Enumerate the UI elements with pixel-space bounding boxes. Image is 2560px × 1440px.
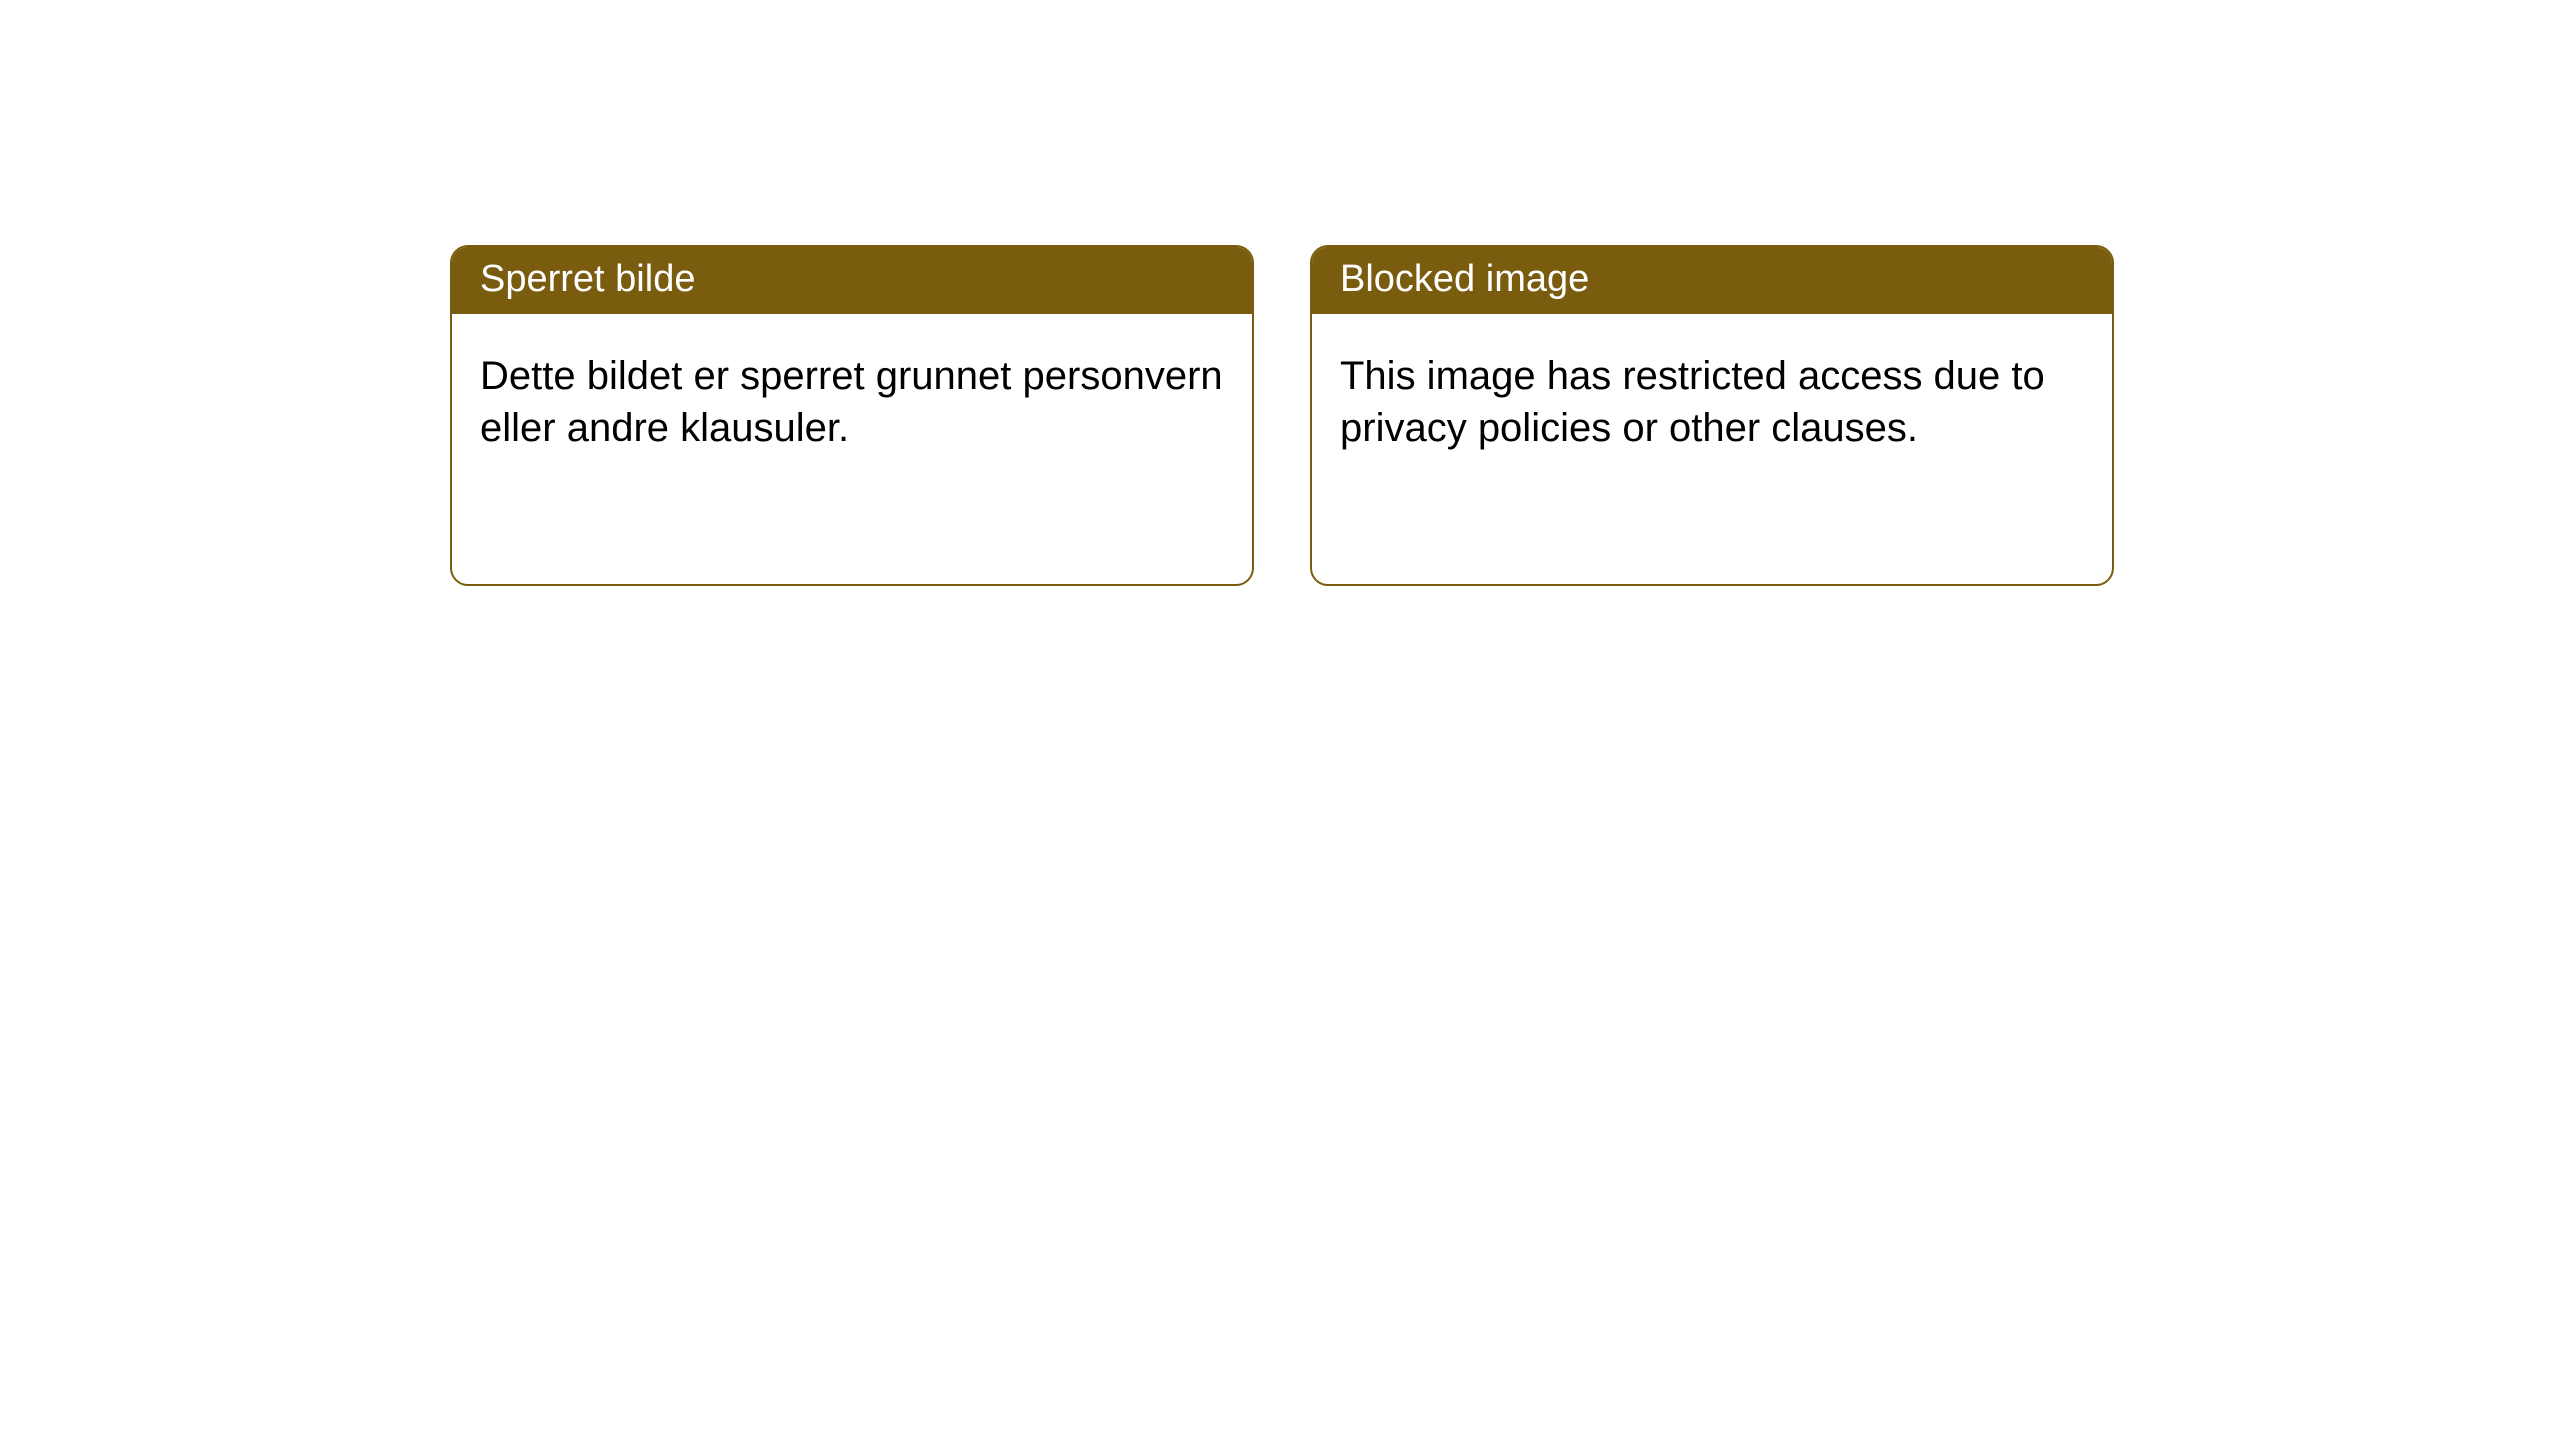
notice-container: Sperret bilde Dette bildet er sperret gr… bbox=[0, 0, 2560, 586]
notice-card-title: Sperret bilde bbox=[452, 247, 1252, 314]
notice-card-body: Dette bildet er sperret grunnet personve… bbox=[452, 314, 1252, 584]
notice-card-english: Blocked image This image has restricted … bbox=[1310, 245, 2114, 586]
notice-card-norwegian: Sperret bilde Dette bildet er sperret gr… bbox=[450, 245, 1254, 586]
notice-card-body: This image has restricted access due to … bbox=[1312, 314, 2112, 584]
notice-card-title: Blocked image bbox=[1312, 247, 2112, 314]
